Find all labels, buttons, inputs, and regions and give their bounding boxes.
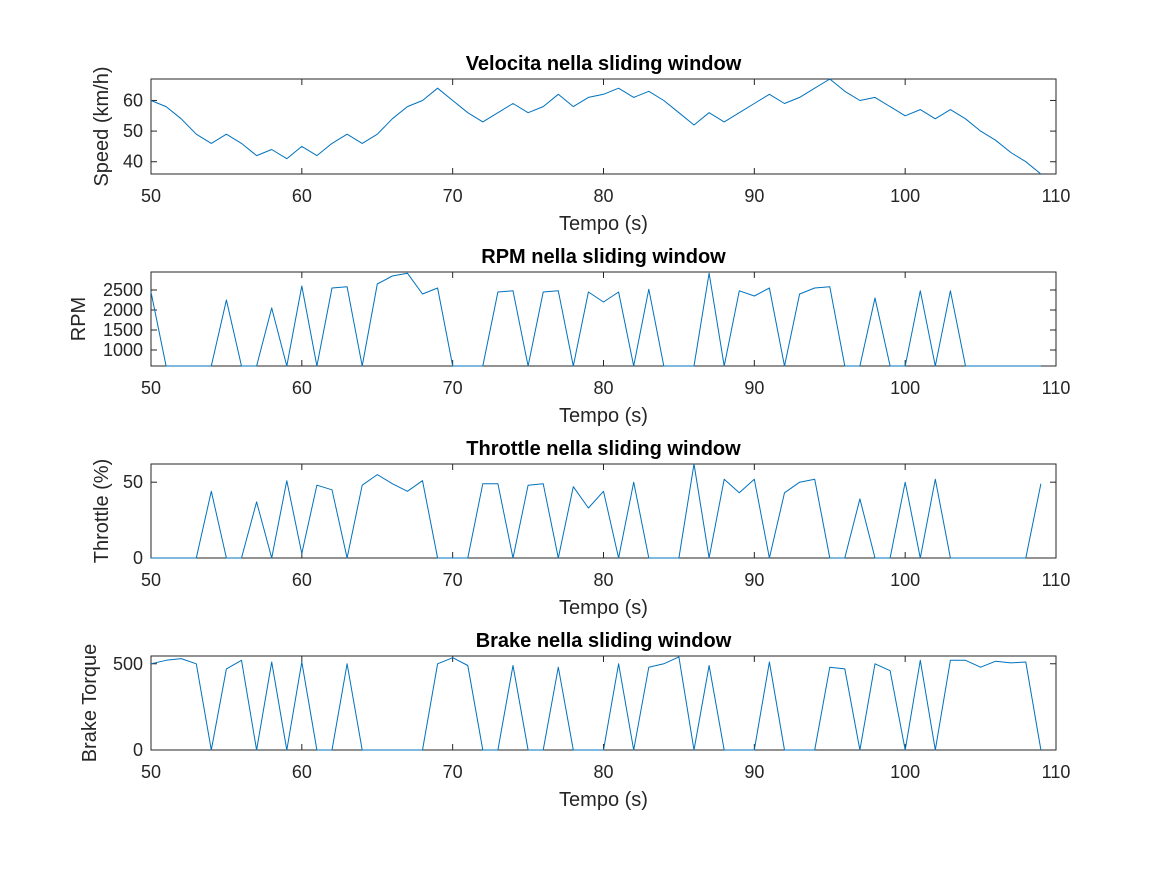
- chart-title: Brake nella sliding window: [476, 630, 732, 652]
- x-tick-label: 70: [443, 762, 463, 782]
- y-axis-label: Brake Torque: [79, 644, 101, 763]
- x-tick-label: 90: [744, 762, 764, 782]
- x-tick-label: 60: [292, 762, 312, 782]
- x-tick-label: 80: [593, 570, 613, 590]
- axes-box: [150, 463, 1057, 559]
- x-tick-label: 90: [744, 378, 764, 398]
- y-tick-label: 60: [123, 90, 143, 110]
- axes-box: [150, 78, 1057, 175]
- y-axis-label: Throttle (%): [91, 459, 113, 563]
- x-tick-label: 80: [593, 186, 613, 206]
- subplot-4: Brake nella sliding window 50 60 70 80 90 100 1…: [79, 630, 1070, 811]
- y-tick-label: 40: [123, 152, 143, 172]
- y-tick-label: 500: [113, 654, 143, 674]
- x-tick-label: 100: [890, 186, 920, 206]
- x-tick-label: 70: [443, 378, 463, 398]
- x-tick-label: 110: [1042, 186, 1071, 206]
- x-tick-label: 80: [593, 762, 613, 782]
- subplot-2: RPM nella sliding window 50 60 70 80 90 100 110…: [68, 246, 1070, 427]
- x-tick-label: 70: [443, 186, 463, 206]
- y-tick-label: 1000: [103, 340, 143, 360]
- x-tick-label: 50: [141, 186, 161, 206]
- y-tick-label: 0: [133, 548, 143, 568]
- x-axis-label: Tempo (s): [559, 789, 648, 811]
- x-tick-label: 70: [443, 570, 463, 590]
- y-tick-label: 50: [123, 121, 143, 141]
- y-tick-label: 1500: [103, 320, 143, 340]
- chart-title: RPM nella sliding window: [481, 246, 726, 268]
- x-tick-label: 110: [1042, 378, 1071, 398]
- axes-box: [150, 271, 1057, 367]
- series-line: [150, 272, 1041, 367]
- x-tick-label: 90: [744, 186, 764, 206]
- x-tick-label: 50: [141, 570, 161, 590]
- x-tick-label: 50: [141, 762, 161, 782]
- x-tick-label: 50: [141, 378, 161, 398]
- series-line: [151, 463, 1042, 559]
- x-tick-label: 90: [744, 570, 764, 590]
- series-line: [150, 656, 1042, 751]
- x-axis-label: Tempo (s): [559, 405, 648, 427]
- x-tick-label: 110: [1042, 762, 1071, 782]
- x-tick-label: 60: [292, 378, 312, 398]
- subplot-3: Throttle nella sliding window 50 60 70 80 90 1…: [91, 438, 1070, 619]
- x-tick-label: 110: [1042, 570, 1071, 590]
- x-axis-label: Tempo (s): [559, 597, 648, 619]
- x-tick-label: 100: [890, 762, 920, 782]
- x-tick-label: 60: [292, 570, 312, 590]
- x-tick-label: 100: [890, 570, 920, 590]
- y-tick-label: 2000: [103, 300, 143, 320]
- axes-box: [150, 655, 1057, 751]
- y-tick-label: 0: [133, 740, 143, 760]
- series-line: [150, 78, 1042, 175]
- x-axis-label: Tempo (s): [559, 213, 648, 235]
- chart-title: Velocita nella sliding window: [466, 53, 742, 75]
- y-axis-label: RPM: [68, 297, 90, 341]
- subplot-1: Velocita nella sliding window 50 60 70 80 90 1…: [91, 53, 1070, 235]
- x-tick-label: 100: [890, 378, 920, 398]
- y-tick-label: 2500: [103, 280, 143, 300]
- x-tick-label: 80: [593, 378, 613, 398]
- y-axis-label: Speed (km/h): [91, 66, 113, 186]
- x-tick-label: 60: [292, 186, 312, 206]
- y-tick-label: 50: [123, 472, 143, 492]
- chart-title: Throttle nella sliding window: [466, 438, 741, 460]
